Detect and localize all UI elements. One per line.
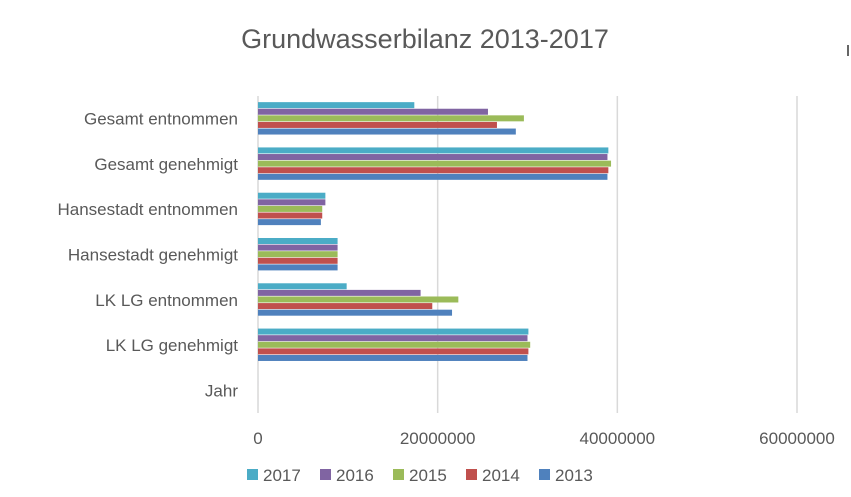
bar-2016 xyxy=(258,289,421,296)
bar-2016 xyxy=(258,108,488,115)
bar-2014 xyxy=(258,348,529,355)
bar-2015 xyxy=(258,205,323,212)
chart-title: Grundwasserbilanz 2013-2017 xyxy=(241,24,609,54)
legend-swatch-2013 xyxy=(539,469,550,480)
bar-2013 xyxy=(258,128,516,135)
legend-label-2015: 2015 xyxy=(409,466,447,485)
bar-2014 xyxy=(258,303,433,310)
x-tick-label: 40000000 xyxy=(580,429,656,448)
bar-2015 xyxy=(258,251,338,258)
legend-label-2014: 2014 xyxy=(482,466,520,485)
bar-2013 xyxy=(258,264,338,271)
bar-2015 xyxy=(258,296,459,303)
category-label: Hansestadt genehmigt xyxy=(68,246,238,265)
bar-2016 xyxy=(258,154,608,161)
bar-2016 xyxy=(258,335,528,342)
category-label: Gesamt entnommen xyxy=(84,110,238,129)
bar-2016 xyxy=(258,244,338,251)
category-label: LK LG genehmigt xyxy=(106,336,239,355)
legend-label-2013: 2013 xyxy=(555,466,593,485)
bar-2017 xyxy=(258,192,326,199)
bar-2015 xyxy=(258,160,612,167)
category-label: Hansestadt entnommen xyxy=(58,200,239,219)
bar-2017 xyxy=(258,102,415,109)
legend-swatch-2015 xyxy=(393,469,404,480)
x-tick-label: 0 xyxy=(253,429,262,448)
bar-2017 xyxy=(258,238,338,244)
x-tick-label: 60000000 xyxy=(759,429,835,448)
bar-2015 xyxy=(258,115,524,122)
bar-2014 xyxy=(258,257,338,264)
bar-2014 xyxy=(258,167,609,174)
category-label: Jahr xyxy=(205,381,238,400)
bar-2015 xyxy=(258,341,531,348)
bar-2017 xyxy=(258,147,609,154)
bar-2013 xyxy=(258,309,453,316)
bar-2013 xyxy=(258,173,608,180)
category-label: Gesamt genehmigt xyxy=(94,155,238,174)
legend-label-2017: 2017 xyxy=(263,466,301,485)
legend-swatch-2016 xyxy=(320,469,331,480)
bar-2013 xyxy=(258,219,321,226)
category-label: LK LG entnommen xyxy=(95,291,238,310)
bar-2016 xyxy=(258,199,326,206)
bar-2013 xyxy=(258,354,528,361)
x-tick-label: 20000000 xyxy=(400,429,476,448)
bar-2017 xyxy=(258,283,347,290)
legend-swatch-2014 xyxy=(466,469,477,480)
bar-2014 xyxy=(258,121,497,128)
legend-label-2016: 2016 xyxy=(336,466,374,485)
bar-2017 xyxy=(258,328,529,335)
legend-swatch-2017 xyxy=(247,469,258,480)
bar-2014 xyxy=(258,212,323,219)
